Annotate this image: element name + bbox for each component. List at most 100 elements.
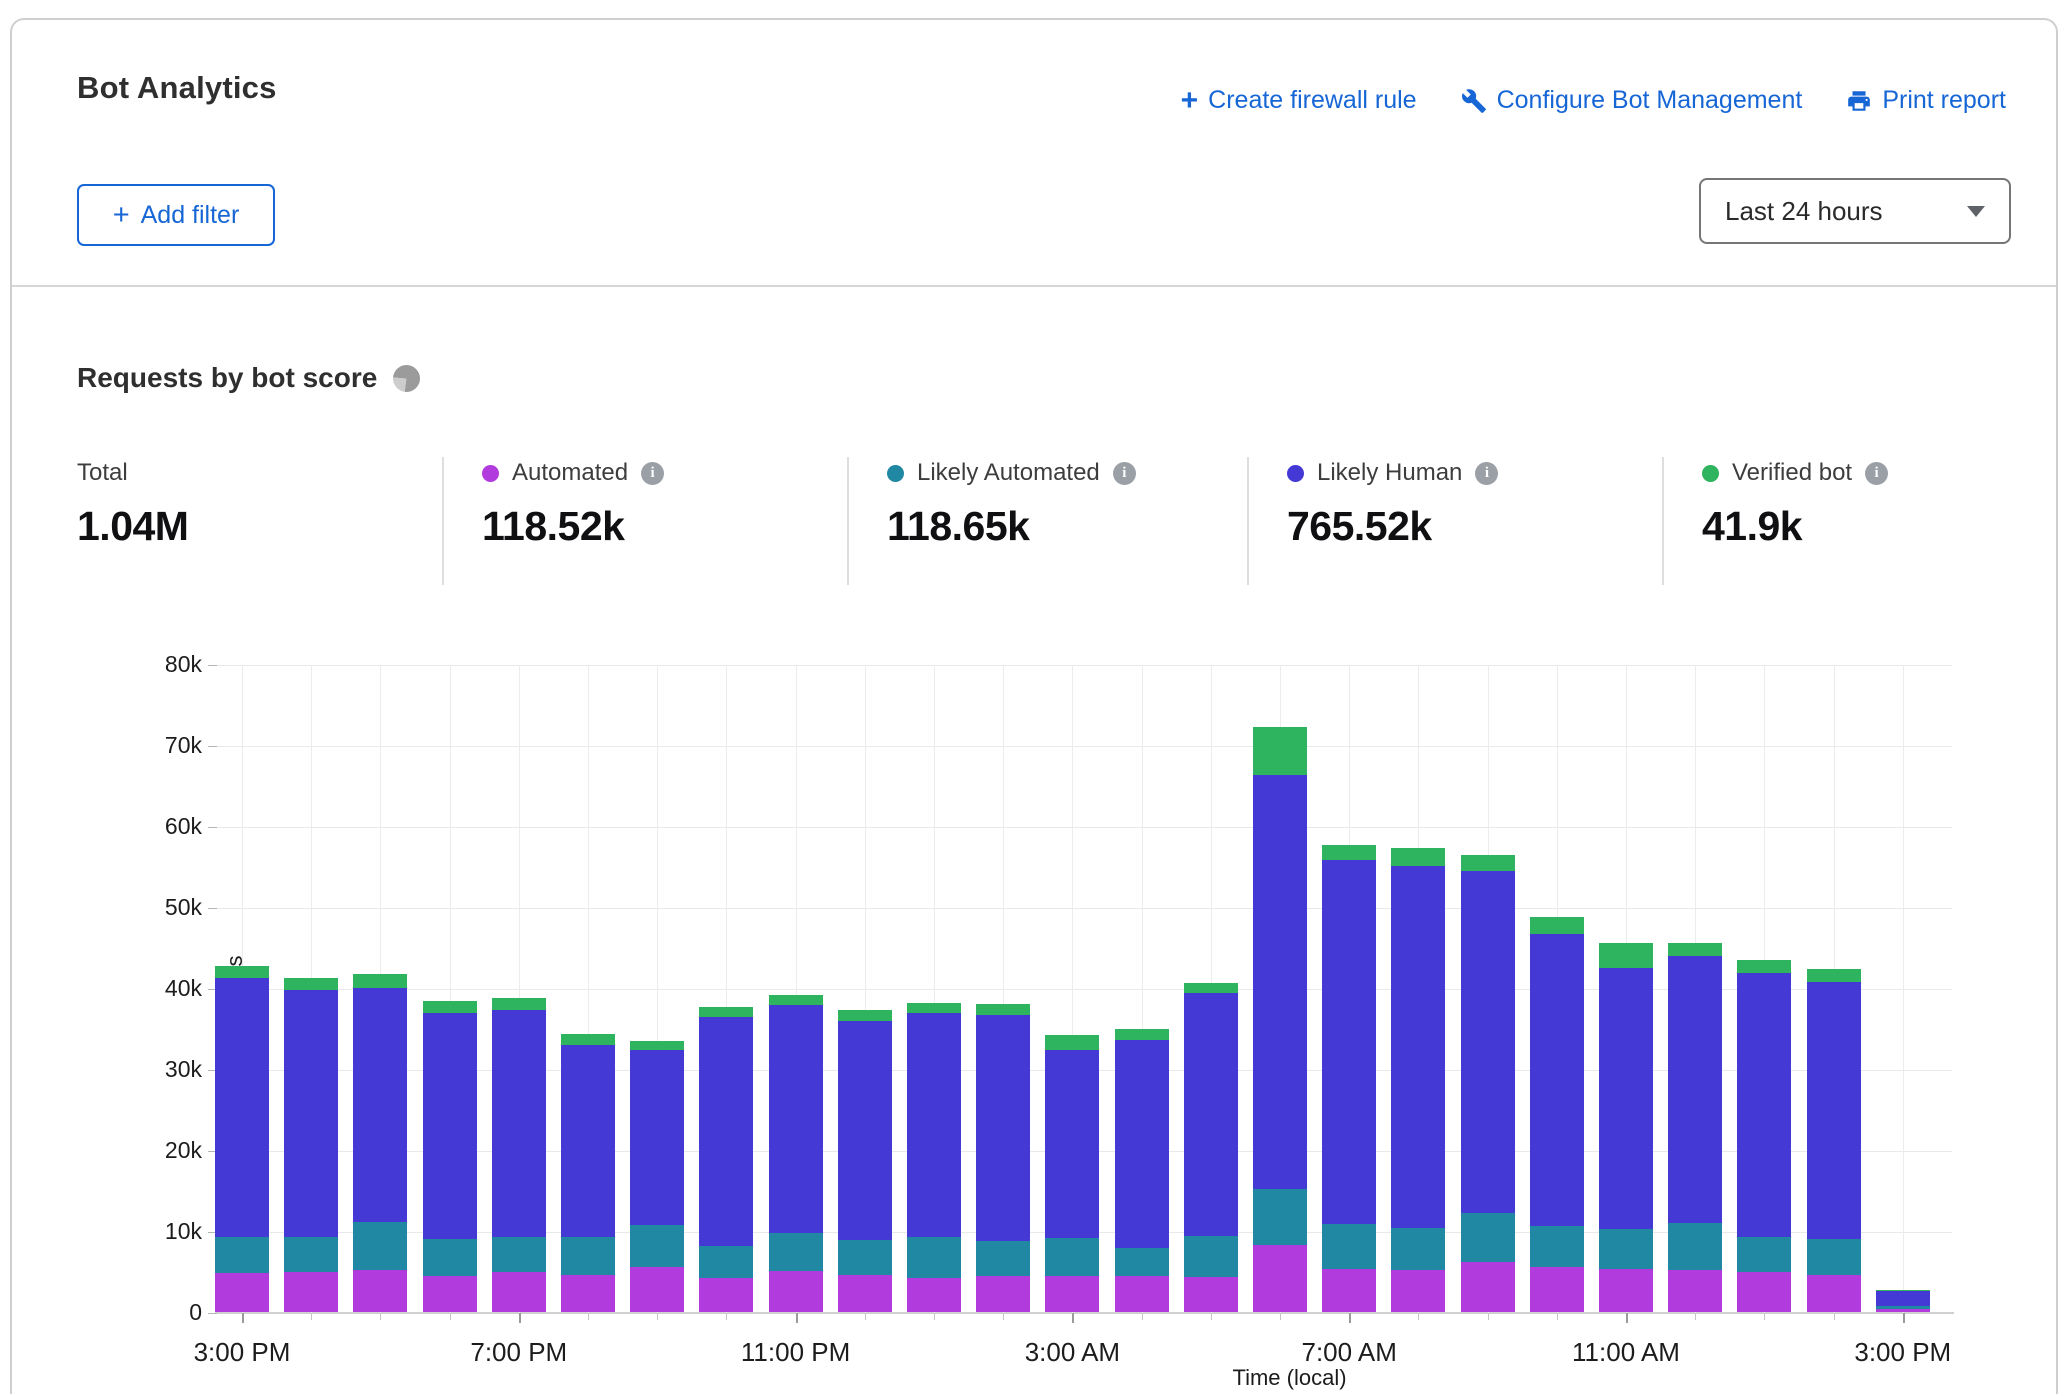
bar-segment-verified-bot[interactable] — [1184, 983, 1238, 993]
bar-segment-likely-automated[interactable] — [1599, 1229, 1653, 1270]
bar-segment-likely-automated[interactable] — [699, 1246, 753, 1278]
bar-segment-likely-human[interactable] — [1737, 973, 1791, 1237]
bar-segment-automated[interactable] — [1876, 1309, 1930, 1312]
bar-segment-automated[interactable] — [907, 1278, 961, 1312]
bar-segment-verified-bot[interactable] — [284, 978, 338, 990]
bar-segment-likely-human[interactable] — [630, 1050, 684, 1225]
bar-segment-likely-human[interactable] — [1045, 1050, 1099, 1237]
create-firewall-rule-link[interactable]: + Create firewall rule — [1181, 86, 1417, 115]
bar-segment-automated[interactable] — [492, 1272, 546, 1313]
bar-segment-verified-bot[interactable] — [699, 1007, 753, 1018]
bar-segment-automated[interactable] — [1045, 1276, 1099, 1312]
bar-segment-verified-bot[interactable] — [976, 1004, 1030, 1015]
bar-segment-automated[interactable] — [1253, 1245, 1307, 1312]
bar-segment-likely-automated[interactable] — [1807, 1239, 1861, 1275]
bar-segment-verified-bot[interactable] — [1322, 845, 1376, 860]
bar-segment-likely-automated[interactable] — [284, 1237, 338, 1273]
bar-segment-verified-bot[interactable] — [630, 1041, 684, 1051]
bar-segment-likely-human[interactable] — [561, 1045, 615, 1237]
bar-segment-verified-bot[interactable] — [838, 1010, 892, 1021]
bar-segment-likely-automated[interactable] — [1530, 1226, 1584, 1267]
bar-segment-likely-automated[interactable] — [423, 1239, 477, 1275]
bar-segment-verified-bot[interactable] — [1253, 727, 1307, 775]
bar-segment-automated[interactable] — [630, 1267, 684, 1312]
bar-segment-automated[interactable] — [1184, 1277, 1238, 1312]
bar-segment-likely-automated[interactable] — [353, 1222, 407, 1270]
bar-segment-automated[interactable] — [215, 1273, 269, 1312]
bar-segment-likely-automated[interactable] — [1322, 1224, 1376, 1269]
bar-segment-likely-human[interactable] — [976, 1015, 1030, 1241]
bar-segment-likely-human[interactable] — [838, 1021, 892, 1240]
info-icon[interactable]: i — [641, 462, 664, 485]
bar-segment-likely-automated[interactable] — [215, 1237, 269, 1273]
bar-segment-likely-automated[interactable] — [630, 1225, 684, 1267]
bar-segment-likely-human[interactable] — [769, 1005, 823, 1233]
bar-segment-automated[interactable] — [1391, 1270, 1445, 1312]
bar-segment-likely-human[interactable] — [1461, 871, 1515, 1213]
bar-segment-likely-automated[interactable] — [1253, 1189, 1307, 1245]
bar-segment-verified-bot[interactable] — [1115, 1029, 1169, 1040]
bar-segment-likely-human[interactable] — [284, 990, 338, 1236]
bar-segment-automated[interactable] — [838, 1275, 892, 1312]
bar-segment-verified-bot[interactable] — [1391, 848, 1445, 866]
bar-segment-automated[interactable] — [1599, 1269, 1653, 1312]
configure-bot-management-link[interactable]: Configure Bot Management — [1461, 86, 1803, 115]
bar-segment-likely-human[interactable] — [1391, 866, 1445, 1228]
bar-segment-likely-human[interactable] — [1322, 860, 1376, 1224]
bar-segment-verified-bot[interactable] — [1737, 960, 1791, 974]
add-filter-button[interactable]: + Add filter — [77, 184, 275, 246]
bar-segment-verified-bot[interactable] — [769, 995, 823, 1006]
bar-segment-verified-bot[interactable] — [1461, 855, 1515, 871]
bar-segment-automated[interactable] — [769, 1271, 823, 1312]
bar-segment-likely-human[interactable] — [699, 1017, 753, 1245]
bar-segment-verified-bot[interactable] — [215, 966, 269, 978]
bar-segment-verified-bot[interactable] — [907, 1003, 961, 1013]
stat-automated[interactable]: Automated i 118.52k — [442, 457, 847, 585]
bar-segment-automated[interactable] — [1737, 1272, 1791, 1313]
bar-segment-likely-automated[interactable] — [907, 1237, 961, 1278]
bar-segment-verified-bot[interactable] — [492, 998, 546, 1010]
bar-segment-verified-bot[interactable] — [1530, 917, 1584, 934]
bar-segment-likely-human[interactable] — [907, 1013, 961, 1237]
bar-segment-likely-automated[interactable] — [1668, 1223, 1722, 1270]
bar-segment-likely-automated[interactable] — [1115, 1248, 1169, 1276]
bar-segment-likely-automated[interactable] — [561, 1237, 615, 1275]
bar-segment-likely-human[interactable] — [1115, 1040, 1169, 1248]
bar-segment-likely-automated[interactable] — [492, 1237, 546, 1272]
bar-segment-verified-bot[interactable] — [1807, 969, 1861, 983]
bar-segment-likely-automated[interactable] — [1461, 1213, 1515, 1262]
bar-segment-automated[interactable] — [699, 1278, 753, 1312]
bar-segment-automated[interactable] — [1322, 1269, 1376, 1312]
bar-segment-automated[interactable] — [353, 1270, 407, 1312]
stat-likely-human[interactable]: Likely Human i 765.52k — [1247, 457, 1662, 585]
bar-segment-likely-automated[interactable] — [769, 1233, 823, 1270]
bar-segment-automated[interactable] — [1115, 1276, 1169, 1312]
bar-segment-likely-automated[interactable] — [976, 1241, 1030, 1277]
stat-likely-automated[interactable]: Likely Automated i 118.65k — [847, 457, 1247, 585]
bar-segment-likely-human[interactable] — [1599, 968, 1653, 1229]
bar-segment-likely-human[interactable] — [1253, 775, 1307, 1189]
print-report-link[interactable]: Print report — [1846, 86, 2006, 115]
bar-segment-likely-human[interactable] — [423, 1013, 477, 1239]
bar-segment-automated[interactable] — [1461, 1262, 1515, 1312]
info-icon[interactable]: i — [1113, 462, 1136, 485]
bar-segment-likely-automated[interactable] — [1045, 1238, 1099, 1277]
bar-segment-likely-automated[interactable] — [1184, 1236, 1238, 1277]
bar-segment-verified-bot[interactable] — [561, 1034, 615, 1045]
bar-segment-likely-human[interactable] — [353, 988, 407, 1222]
bar-segment-likely-human[interactable] — [1807, 982, 1861, 1239]
stat-verified-bot[interactable]: Verified bot i 41.9k — [1662, 457, 1888, 585]
bar-segment-verified-bot[interactable] — [1599, 943, 1653, 967]
bar-segment-likely-automated[interactable] — [1737, 1237, 1791, 1271]
bar-segment-automated[interactable] — [1668, 1270, 1722, 1312]
bar-segment-likely-automated[interactable] — [1391, 1228, 1445, 1270]
bar-segment-automated[interactable] — [284, 1272, 338, 1312]
info-icon[interactable]: i — [1865, 462, 1888, 485]
bar-segment-automated[interactable] — [561, 1275, 615, 1312]
bar-segment-verified-bot[interactable] — [1045, 1035, 1099, 1050]
bar-segment-likely-human[interactable] — [215, 978, 269, 1236]
bar-segment-automated[interactable] — [1530, 1267, 1584, 1312]
bar-segment-verified-bot[interactable] — [353, 974, 407, 988]
bar-segment-likely-human[interactable] — [1876, 1291, 1930, 1306]
bar-segment-automated[interactable] — [1807, 1275, 1861, 1312]
